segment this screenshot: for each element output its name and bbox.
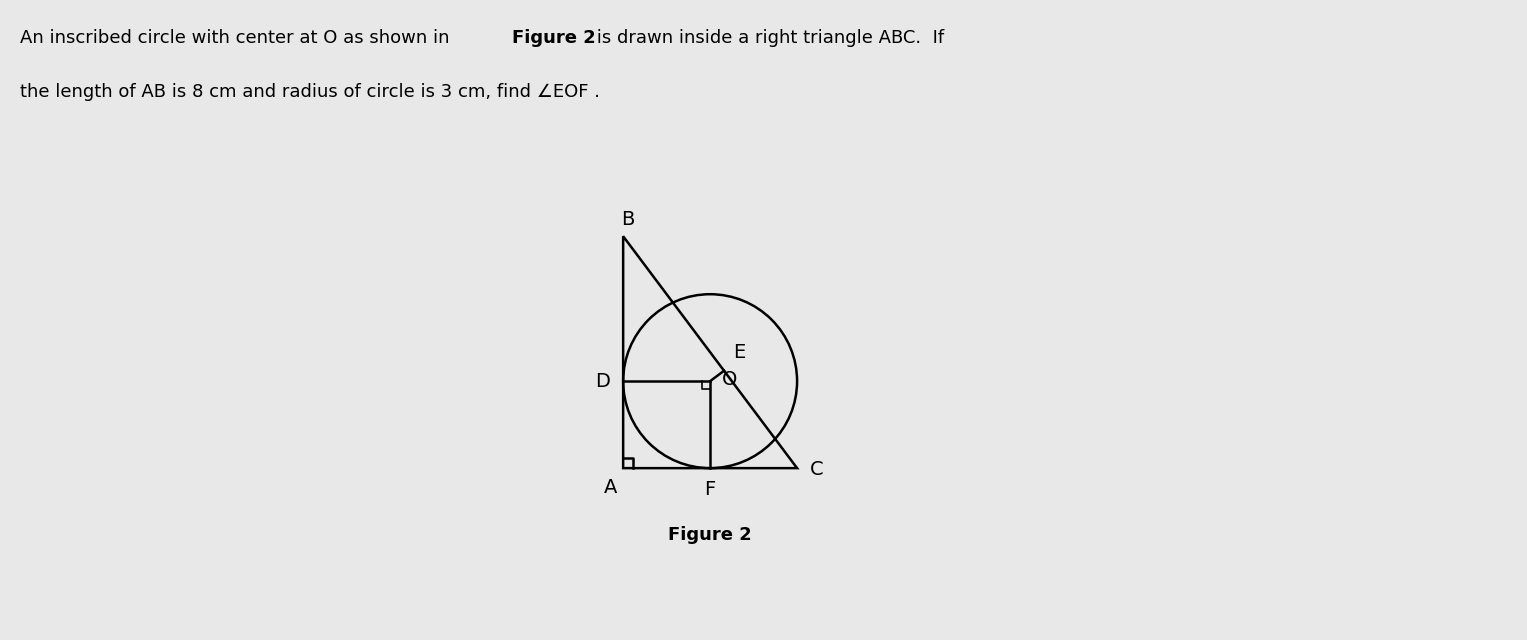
Text: the length of AB is 8 cm and radius of circle is 3 cm, find ∠EOF .: the length of AB is 8 cm and radius of c… — [20, 83, 600, 101]
Text: E: E — [733, 343, 745, 362]
Text: is drawn inside a right triangle ABC.  If: is drawn inside a right triangle ABC. If — [591, 29, 944, 47]
Text: Figure 2: Figure 2 — [512, 29, 596, 47]
Text: B: B — [621, 210, 634, 229]
Text: Figure 2: Figure 2 — [669, 526, 751, 544]
Text: A: A — [603, 478, 617, 497]
Text: An inscribed circle with center at O as shown in: An inscribed circle with center at O as … — [20, 29, 455, 47]
Text: O: O — [722, 370, 738, 389]
Text: C: C — [811, 460, 823, 479]
Text: F: F — [704, 480, 716, 499]
Text: D: D — [596, 372, 611, 390]
